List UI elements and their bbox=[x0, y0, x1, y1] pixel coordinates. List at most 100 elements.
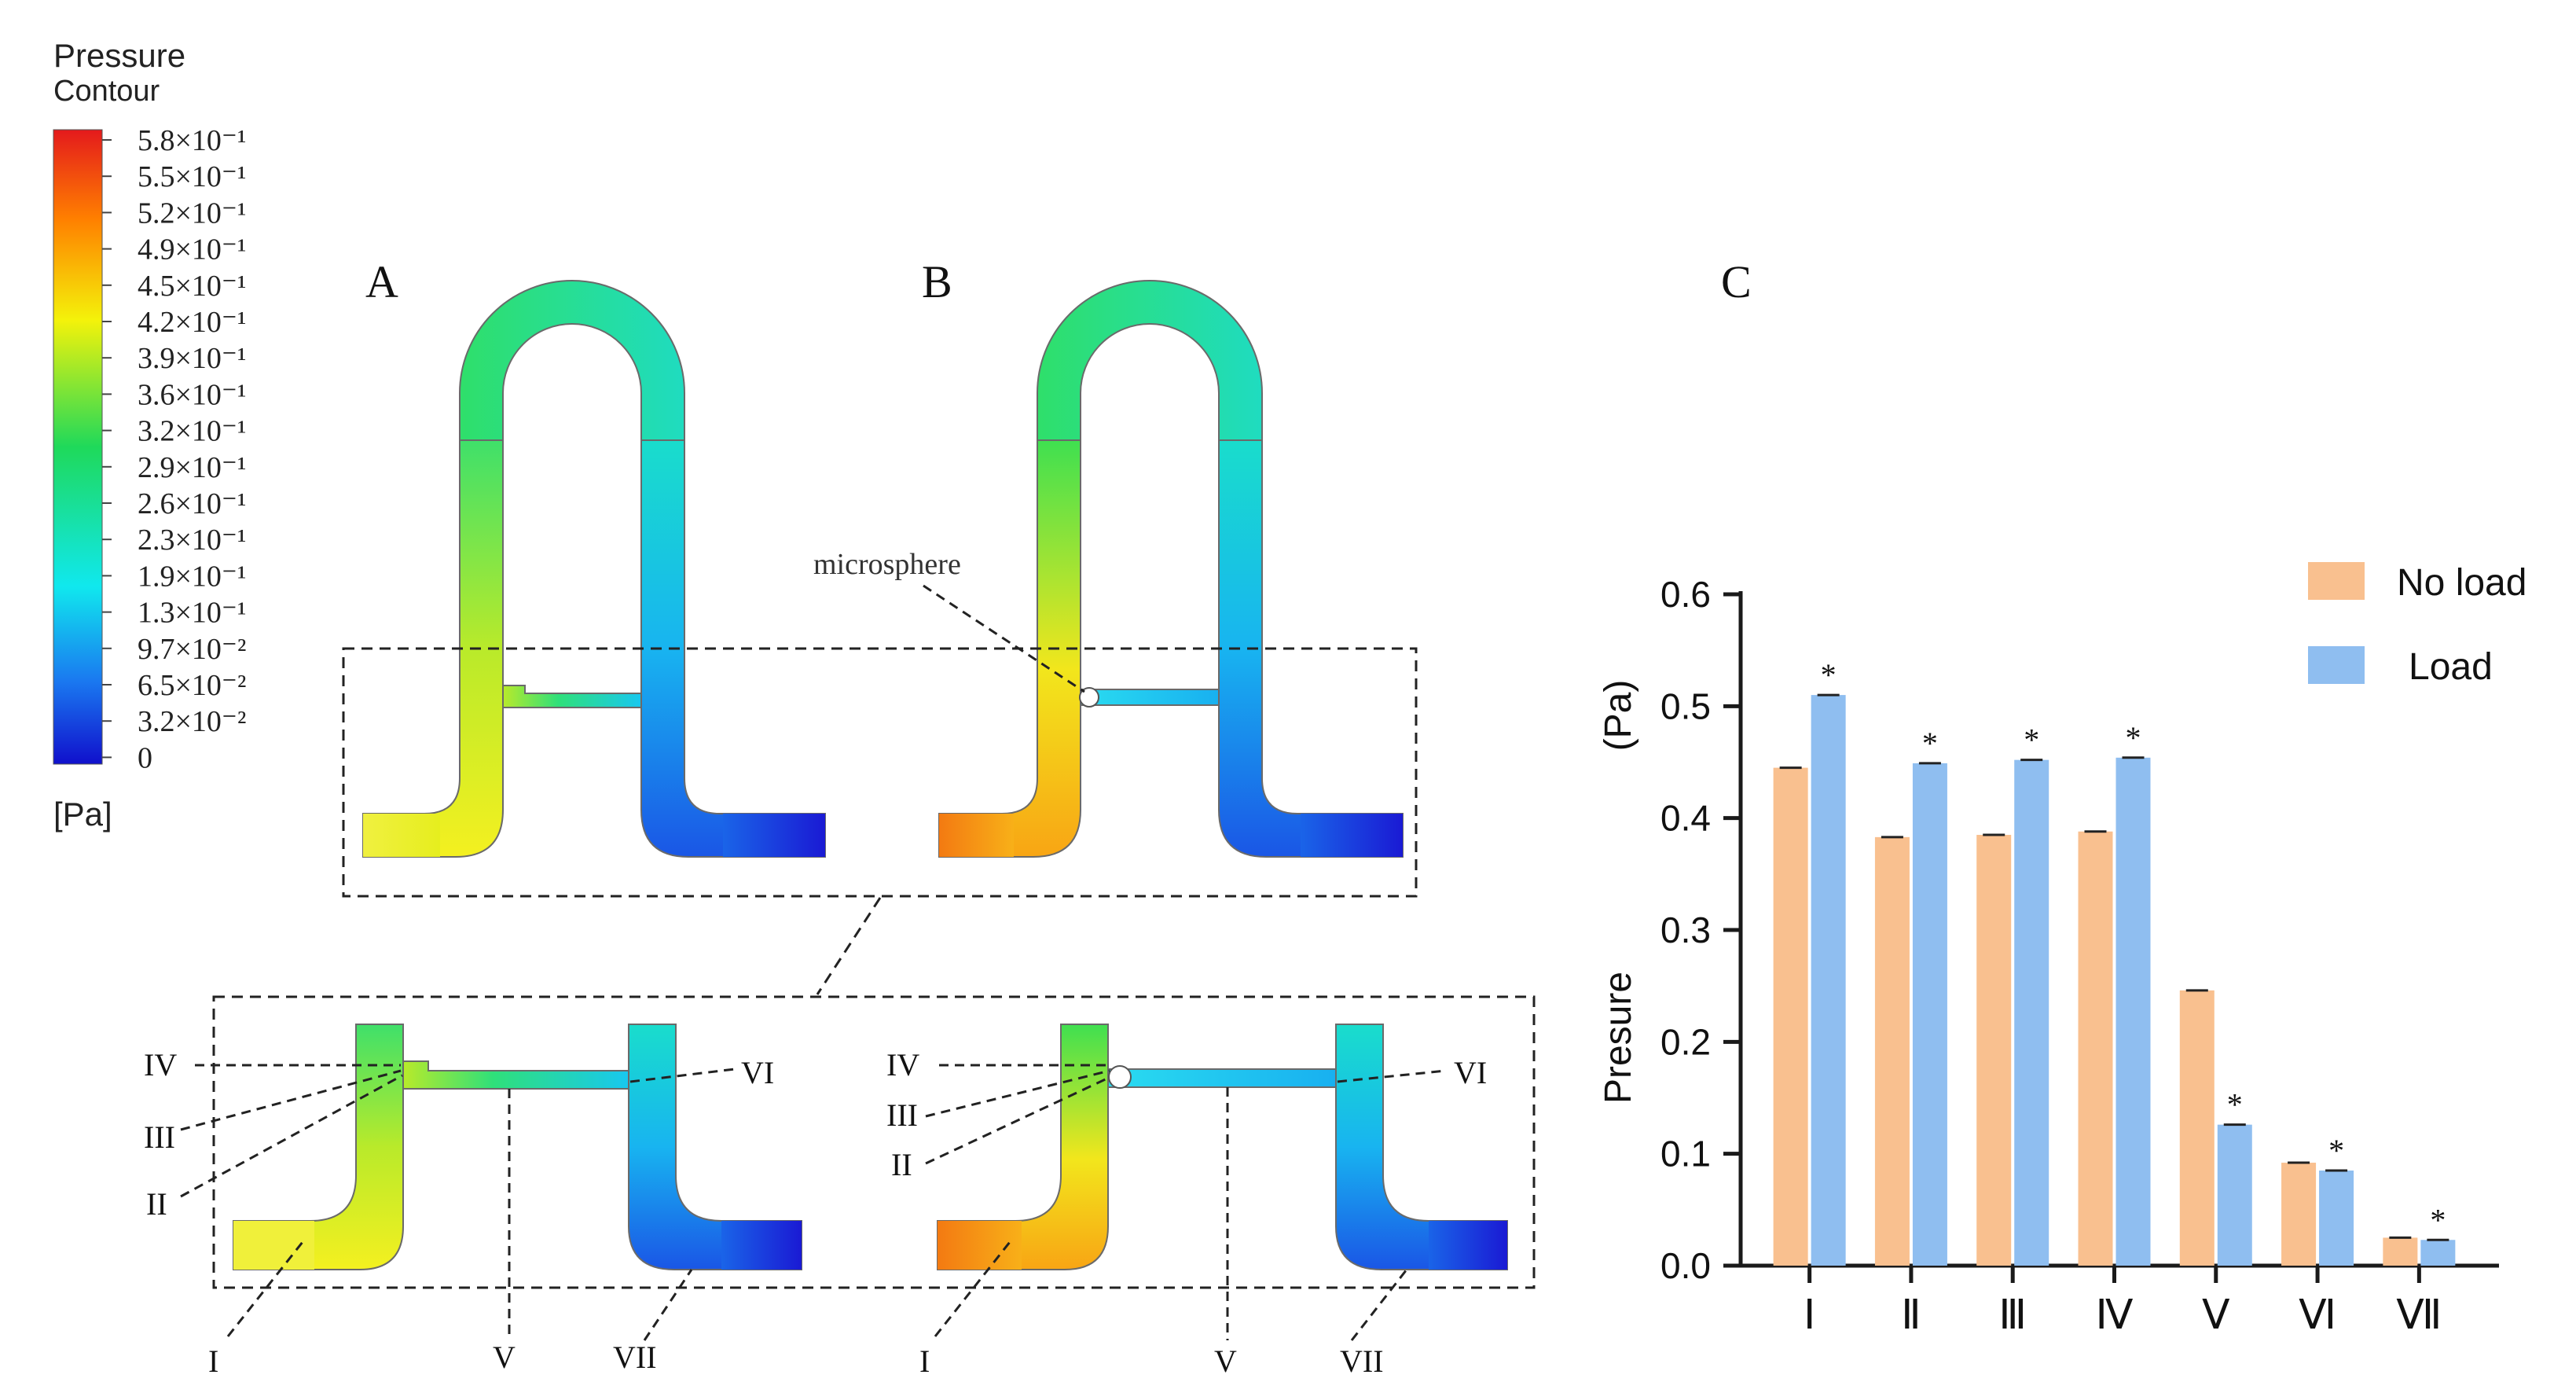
zoom-right-labels: IV III II I V VI VII bbox=[886, 1047, 1487, 1379]
significance-marker: * bbox=[2328, 1133, 2344, 1168]
colorbar-label: 1.9×10⁻¹ bbox=[138, 560, 246, 593]
significance-marker: * bbox=[2227, 1087, 2243, 1123]
x-tick-label: Ⅲ bbox=[1998, 1293, 2027, 1338]
bar-load bbox=[2420, 1240, 2456, 1266]
zoom-connector bbox=[816, 897, 882, 995]
panel-a-channel bbox=[362, 280, 826, 858]
bar-no-load bbox=[1976, 835, 2012, 1266]
significance-marker: * bbox=[2126, 720, 2141, 755]
pressure-colorbar: Pressure Contour 5.8×10⁻¹5.5×10⁻¹ 5.2×10⁻… bbox=[53, 37, 246, 832]
y-tick-label: 0.5 bbox=[1660, 685, 1711, 726]
zoom-left-channel bbox=[233, 1024, 802, 1270]
bar-no-load bbox=[2383, 1237, 2418, 1266]
panel-b-channel bbox=[938, 280, 1404, 858]
bar-no-load bbox=[1773, 767, 1808, 1266]
bar-load bbox=[2217, 1124, 2252, 1266]
region-box bbox=[342, 647, 1418, 898]
x-tick-label: Ⅱ bbox=[1901, 1293, 1921, 1338]
colorbar-label: 0 bbox=[138, 741, 152, 774]
legend-swatch-no-load bbox=[2308, 562, 2365, 600]
microsphere-marker bbox=[1079, 687, 1099, 708]
legend-swatch-load bbox=[2308, 646, 2365, 684]
chart-ylabel-unit: (Pa) bbox=[1598, 680, 1639, 752]
x-tick-label: Ⅴ bbox=[2202, 1293, 2230, 1338]
colorbar-label: 6.5×10⁻² bbox=[138, 669, 246, 702]
zoom-right-label-ii: II bbox=[891, 1147, 912, 1182]
colorbar-label: 2.9×10⁻¹ bbox=[138, 451, 246, 484]
zoom-right-label-v: V bbox=[1214, 1343, 1237, 1379]
colorbar-label: 3.2×10⁻² bbox=[138, 705, 246, 738]
y-tick-label: 0.3 bbox=[1660, 910, 1711, 950]
significance-marker: * bbox=[2430, 1202, 2446, 1237]
colorbar-gradient bbox=[53, 129, 103, 765]
zoom-left-labels: IV III II I V VI VII bbox=[144, 1047, 774, 1379]
bar-no-load bbox=[2179, 990, 2215, 1266]
bar-load bbox=[2319, 1171, 2354, 1266]
colorbar-label: 1.3×10⁻¹ bbox=[138, 597, 246, 630]
legend-label-load: Load bbox=[2409, 646, 2493, 688]
bar-no-load bbox=[2078, 831, 2113, 1266]
colorbar-label: 4.9×10⁻¹ bbox=[138, 233, 246, 266]
colorbar-label: 3.6×10⁻¹ bbox=[138, 378, 246, 411]
zoom-right-label-i: I bbox=[919, 1343, 930, 1379]
zoom-right-label-iv: IV bbox=[886, 1047, 919, 1082]
colorbar-label: 9.7×10⁻² bbox=[138, 633, 246, 666]
y-tick-label: 0.1 bbox=[1660, 1134, 1711, 1174]
chart-legend: No load Load bbox=[2308, 562, 2526, 688]
colorbar-label: 4.5×10⁻¹ bbox=[138, 270, 246, 303]
colorbar-unit: [Pa] bbox=[53, 796, 112, 832]
x-tick-label: Ⅵ bbox=[2299, 1293, 2336, 1338]
microsphere-leader bbox=[923, 584, 1085, 693]
zoom-right-channel bbox=[937, 1024, 1508, 1270]
colorbar-label: 2.6×10⁻¹ bbox=[138, 487, 246, 520]
panel-c-label: C bbox=[1721, 256, 1752, 307]
colorbar-subtitle: Contour bbox=[53, 75, 160, 108]
zoom-left-label-v: V bbox=[493, 1340, 516, 1375]
significance-marker: * bbox=[1821, 657, 1837, 693]
colorbar-label: 5.2×10⁻¹ bbox=[138, 197, 246, 230]
bar-no-load bbox=[1874, 836, 1910, 1266]
zoom-left-label-vii: VII bbox=[613, 1340, 657, 1375]
zoom-left-label-i: I bbox=[208, 1343, 218, 1379]
zoom-left-label-ii: II bbox=[146, 1186, 167, 1222]
colorbar-label: 3.9×10⁻¹ bbox=[138, 342, 246, 375]
colorbar-title: Pressure bbox=[53, 37, 185, 74]
bar-chart: (Pa) Presure No load Load 0.0 0.1 0.2 0.3 0.… bbox=[1598, 562, 2526, 1338]
zoom-right-label-vii: VII bbox=[1340, 1343, 1384, 1379]
panel-b-label: B bbox=[922, 256, 952, 307]
significance-marker: * bbox=[2024, 722, 2039, 758]
colorbar-label: 2.3×10⁻¹ bbox=[138, 524, 246, 557]
colorbar-label: 5.5×10⁻¹ bbox=[138, 160, 246, 193]
significance-marker: * bbox=[1922, 726, 1938, 761]
colorbar-label: 5.8×10⁻¹ bbox=[138, 124, 246, 157]
x-tick-label: Ⅳ bbox=[2096, 1293, 2134, 1338]
chart-ylabel: Presure bbox=[1598, 972, 1639, 1104]
bar-load bbox=[1912, 763, 1947, 1266]
zoom-right-label-iii: III bbox=[886, 1097, 918, 1133]
zoom-box bbox=[212, 995, 1536, 1289]
y-tick-label: 0.2 bbox=[1660, 1021, 1711, 1062]
y-tick-label: 0.0 bbox=[1660, 1245, 1711, 1286]
x-tick-label: Ⅰ bbox=[1804, 1293, 1815, 1338]
zoom-left-leaders bbox=[180, 1064, 736, 1341]
bar-no-load bbox=[2281, 1163, 2317, 1266]
colorbar-label: 3.2×10⁻¹ bbox=[138, 415, 246, 448]
x-tick-label: Ⅶ bbox=[2396, 1293, 2442, 1338]
zoom-left-label-iii: III bbox=[144, 1119, 175, 1155]
zoom-microsphere-marker bbox=[1108, 1065, 1132, 1089]
y-tick-label: 0.6 bbox=[1660, 574, 1711, 615]
colorbar-labels: 5.8×10⁻¹5.5×10⁻¹ 5.2×10⁻¹4.9×10⁻¹ 4.5×10⁻¹… bbox=[102, 124, 246, 774]
bar-load bbox=[2115, 757, 2151, 1266]
legend-label-no-load: No load bbox=[2397, 562, 2526, 604]
zoom-right-label-vi: VI bbox=[1454, 1055, 1487, 1090]
y-tick-label: 0.4 bbox=[1660, 798, 1711, 839]
bar-load bbox=[2014, 759, 2049, 1266]
microsphere-label: microsphere bbox=[813, 548, 961, 581]
panel-a-label: A bbox=[365, 256, 398, 307]
zoom-left-label-vi: VI bbox=[741, 1055, 774, 1090]
zoom-left-label-iv: IV bbox=[144, 1047, 177, 1082]
colorbar-label: 4.2×10⁻¹ bbox=[138, 306, 246, 339]
zoom-right-leaders bbox=[925, 1064, 1447, 1341]
bar-load bbox=[1811, 695, 1846, 1266]
